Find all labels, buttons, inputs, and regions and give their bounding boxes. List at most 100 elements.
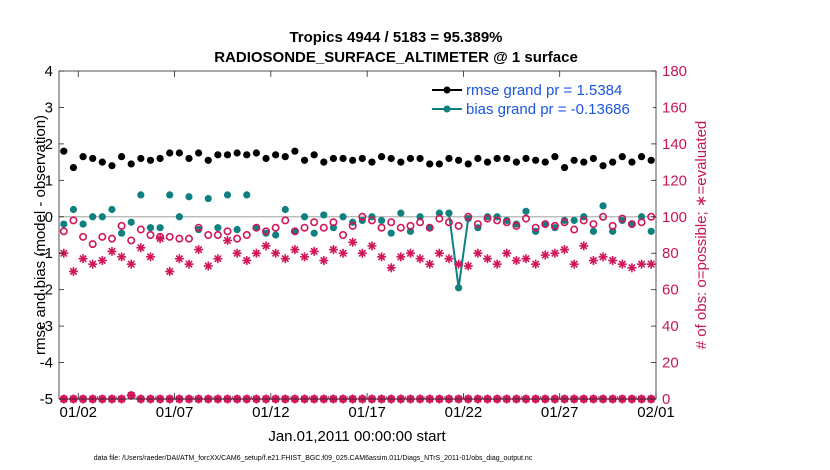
obs-evaluated-point [145, 252, 155, 262]
bias-point [560, 216, 569, 225]
rmse-point [570, 156, 578, 164]
obs-possible-point [117, 221, 126, 230]
obs-evaluated-point [68, 266, 78, 276]
y-left-tick-label: 0 [45, 209, 53, 226]
obs-evaluated-point [348, 237, 358, 247]
data-file-footer: data file: /Users/raeder/DAI/ATM_forcXX/… [94, 455, 533, 462]
rmse-point [541, 158, 549, 166]
rmse-point [445, 154, 453, 163]
obs-possible-point [425, 223, 434, 232]
obs-evaluated-point [194, 245, 204, 255]
bias-point [281, 205, 289, 214]
legend-rmse-marker [443, 86, 451, 94]
rmse-point [146, 156, 155, 164]
obs-evaluated-point [155, 234, 165, 244]
y-axis-label-right: # of obs: o=possible; ∗=evaluated [693, 121, 710, 350]
rmse-point [223, 151, 232, 159]
y-left-tick-label: 2 [45, 136, 53, 153]
obs-possible-point [127, 236, 136, 245]
rmse-point [291, 147, 299, 155]
legend-box [429, 80, 653, 120]
bias-point [79, 220, 87, 228]
rmse-point [532, 156, 540, 164]
y-right-tick-label: 140 [662, 136, 687, 153]
bias-point [618, 216, 626, 225]
obs-possible-point [444, 218, 453, 227]
y-left-tick-label: 4 [45, 63, 53, 80]
obs-evaluated-point [415, 254, 425, 264]
obs-possible-point [184, 234, 193, 243]
plot-area: -5 -4 -3 -2 -1 0 1 2 3 4 0 20 40 60 80 100 120 140 160 180… [40, 63, 687, 421]
obs-possible-point [618, 214, 627, 223]
rmse-point [108, 162, 116, 170]
obs-possible-point [599, 212, 608, 221]
obs-possible-point [387, 218, 396, 227]
y-left-tick-label: -5 [40, 391, 53, 408]
rmse-point [300, 156, 309, 164]
obs-evaluated-point [309, 246, 319, 256]
bias-point [214, 224, 222, 232]
obs-evaluated-point [396, 252, 406, 262]
obs-evaluated-point [338, 248, 348, 258]
rmse-point [522, 154, 530, 163]
bias-point [137, 191, 145, 199]
rmse-point [310, 151, 318, 159]
bias-point [406, 227, 415, 235]
rmse-point [98, 158, 106, 166]
obs-possible-point [348, 221, 357, 230]
obs-possible-point [416, 218, 425, 227]
obs-evaluated-point [386, 263, 396, 273]
rmse-point [166, 149, 174, 157]
x-tick-label: 01/02 [59, 404, 97, 421]
y-right-tick-label: 60 [662, 282, 679, 299]
y-left-tick-label: 3 [45, 99, 53, 116]
obs-possible-point [146, 231, 155, 240]
obs-evaluated-point [560, 245, 570, 255]
bias-point [522, 207, 530, 215]
rmse-point [204, 156, 212, 164]
x-tick-label: 01/17 [348, 404, 386, 421]
y-left-tick-label: -2 [40, 282, 53, 299]
rmse-point [551, 153, 559, 161]
rmse-point [397, 158, 405, 166]
obs-possible-point [339, 231, 348, 240]
rmse-point [416, 154, 424, 163]
obs-possible-point [406, 221, 415, 230]
x-tick-label: 01/22 [445, 404, 483, 421]
x-axis-label: Jan.01,2011 00:00:00 start [268, 428, 446, 445]
rmse-point [195, 149, 203, 157]
chart-title: Tropics 4944 / 5183 = 95.389% [289, 29, 502, 46]
rmse-point [175, 149, 183, 157]
obs-possible-point [531, 223, 540, 232]
obs-evaluated-point [454, 259, 464, 269]
rmse-point [628, 158, 636, 166]
obs-possible-point [319, 223, 328, 232]
rmse-point [406, 154, 415, 163]
obs-possible-point [107, 234, 116, 243]
bias-point [127, 218, 135, 226]
x-tick-label: 01/07 [156, 404, 194, 421]
obs-possible-point [396, 223, 405, 232]
obs-evaluated-point [473, 248, 483, 258]
obs-possible-point [79, 232, 88, 241]
obs-evaluated-point [136, 243, 146, 253]
bias-point [570, 216, 578, 225]
obs-evaluated-point [271, 248, 281, 258]
obs-evaluated-point [88, 259, 98, 269]
x-tick-label: 01/12 [252, 404, 290, 421]
rmse-point [320, 158, 328, 166]
rmse-point [349, 156, 357, 164]
obs-possible-point [464, 212, 473, 221]
y-right-tick-label: 180 [662, 63, 687, 80]
obs-possible-point [213, 231, 222, 240]
obs-evaluated-point [126, 259, 136, 269]
bias-point [175, 213, 183, 221]
bias-point [445, 209, 453, 217]
obs-possible-point [570, 225, 579, 234]
rmse-point [69, 163, 78, 172]
rmse-point [647, 156, 655, 164]
obs-possible-point [579, 216, 588, 225]
series-bias-segment [457, 218, 470, 288]
obs-possible-point [358, 212, 367, 221]
bias-point [377, 216, 386, 225]
